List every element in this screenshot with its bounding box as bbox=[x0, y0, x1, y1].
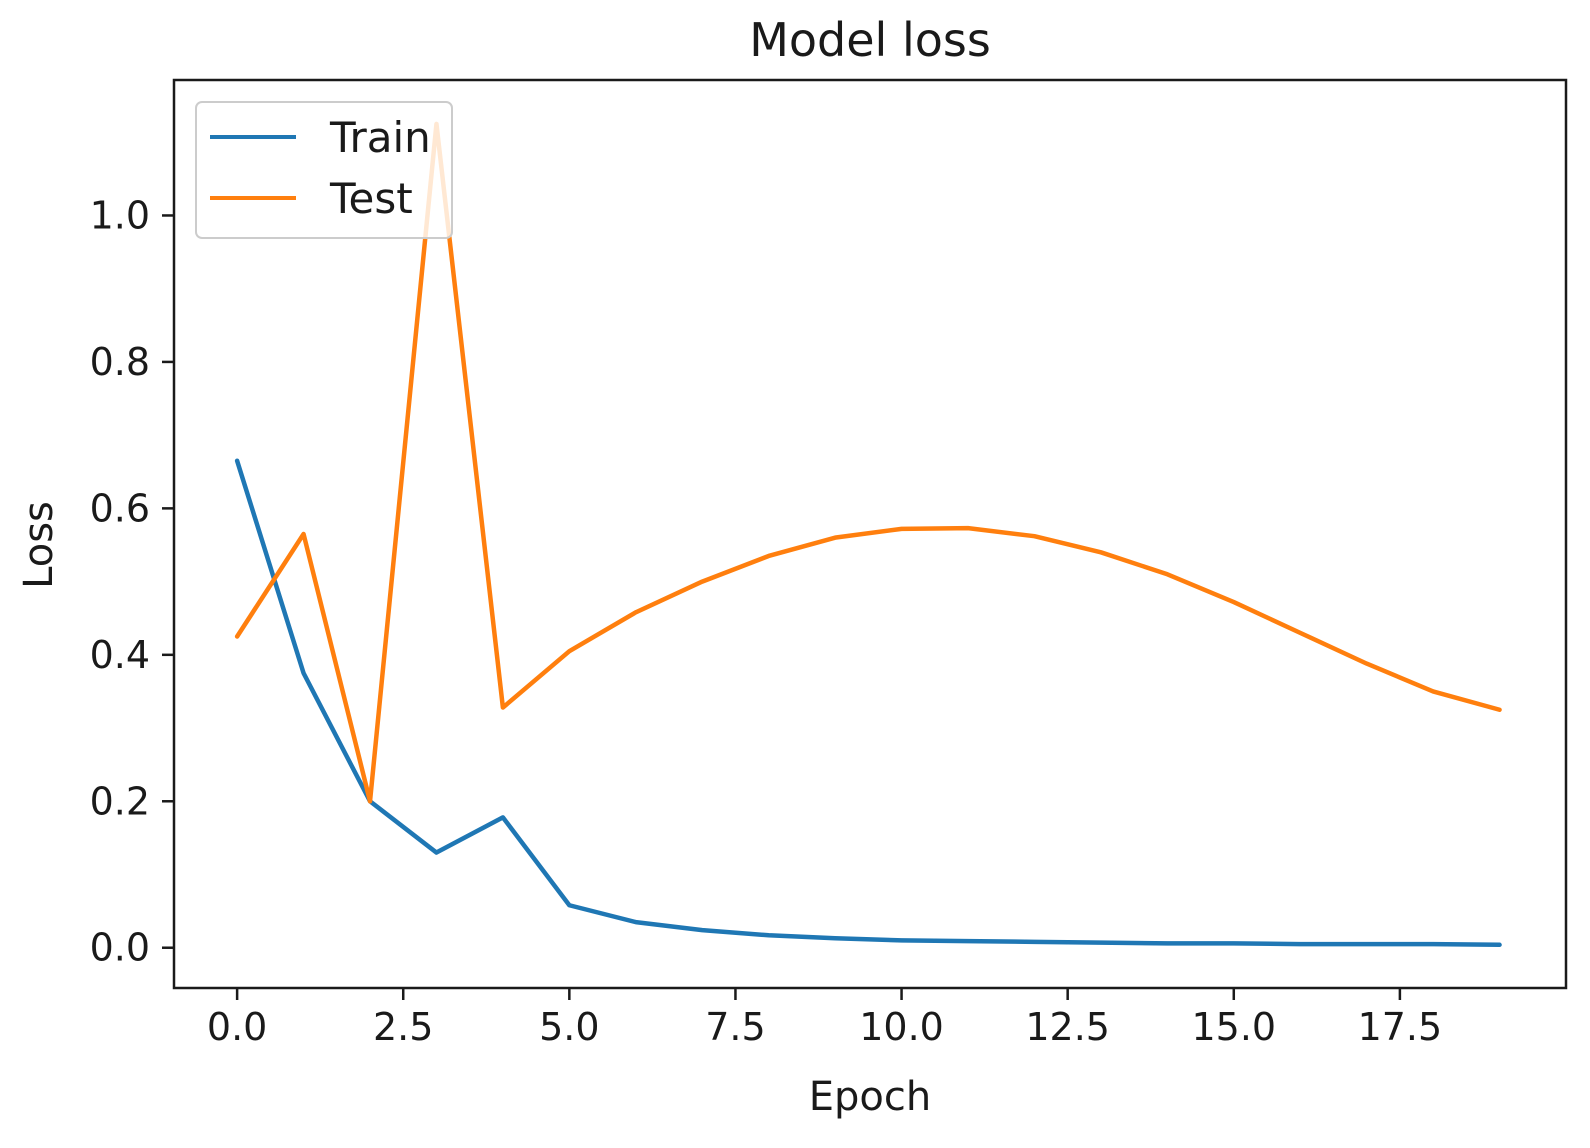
y-axis-label: Loss bbox=[16, 501, 62, 589]
x-tick-label: 5.0 bbox=[539, 1005, 599, 1049]
legend-label-test: Test bbox=[329, 174, 413, 223]
plot-area-frame bbox=[172, 78, 1568, 990]
y-axis-ticks: 0.0 0.2 0.4 0.6 0.8 1.0 bbox=[90, 193, 174, 970]
y-tick-label: 0.2 bbox=[90, 779, 150, 823]
legend-label-train: Train bbox=[329, 113, 431, 162]
legend: Train Test bbox=[195, 101, 453, 239]
x-tick-label: 7.5 bbox=[705, 1005, 765, 1049]
x-tick-label: 2.5 bbox=[373, 1005, 433, 1049]
x-axis-label: Epoch bbox=[809, 1074, 931, 1120]
y-tick-label: 0.0 bbox=[90, 926, 150, 970]
series-line-train bbox=[234, 458, 1502, 948]
x-tick-label: 12.5 bbox=[1025, 1005, 1110, 1049]
x-axis-ticks: 0.0 2.5 5.0 7.5 10.0 12.5 15.0 17.5 bbox=[207, 988, 1442, 1049]
y-tick-label: 0.6 bbox=[90, 486, 150, 530]
series-lines bbox=[234, 121, 1502, 948]
x-tick-label: 10.0 bbox=[859, 1005, 944, 1049]
x-tick-label: 17.5 bbox=[1358, 1005, 1443, 1049]
x-tick-label: 0.0 bbox=[207, 1005, 267, 1049]
x-tick-label: 15.0 bbox=[1191, 1005, 1276, 1049]
y-tick-label: 0.4 bbox=[90, 633, 150, 677]
y-tick-label: 0.8 bbox=[90, 340, 150, 384]
chart-title: Model loss bbox=[749, 13, 991, 67]
y-tick-label: 1.0 bbox=[90, 193, 150, 237]
